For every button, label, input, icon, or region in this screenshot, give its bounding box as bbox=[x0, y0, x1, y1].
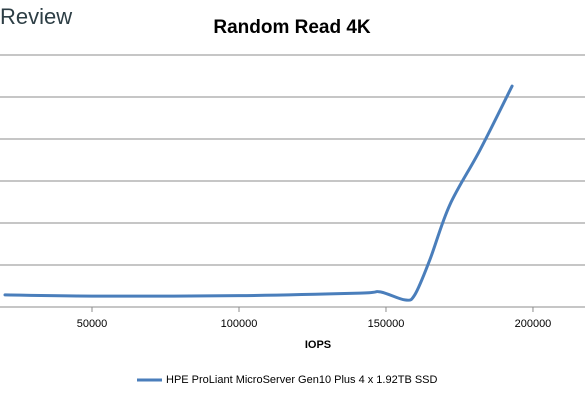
x-tick-label: 50000 bbox=[77, 318, 108, 330]
chart-title: Random Read 4K bbox=[213, 17, 371, 38]
series-line bbox=[3, 84, 514, 302]
x-tick-label: 200000 bbox=[515, 318, 552, 330]
logo: Review bbox=[0, 4, 72, 29]
x-tick-label: 150000 bbox=[368, 318, 405, 330]
x-tick-label: 100000 bbox=[221, 318, 258, 330]
legend-label: HPE ProLiant MicroServer Gen10 Plus 4 x … bbox=[166, 374, 438, 386]
x-axis-label: IOPS bbox=[305, 339, 331, 351]
